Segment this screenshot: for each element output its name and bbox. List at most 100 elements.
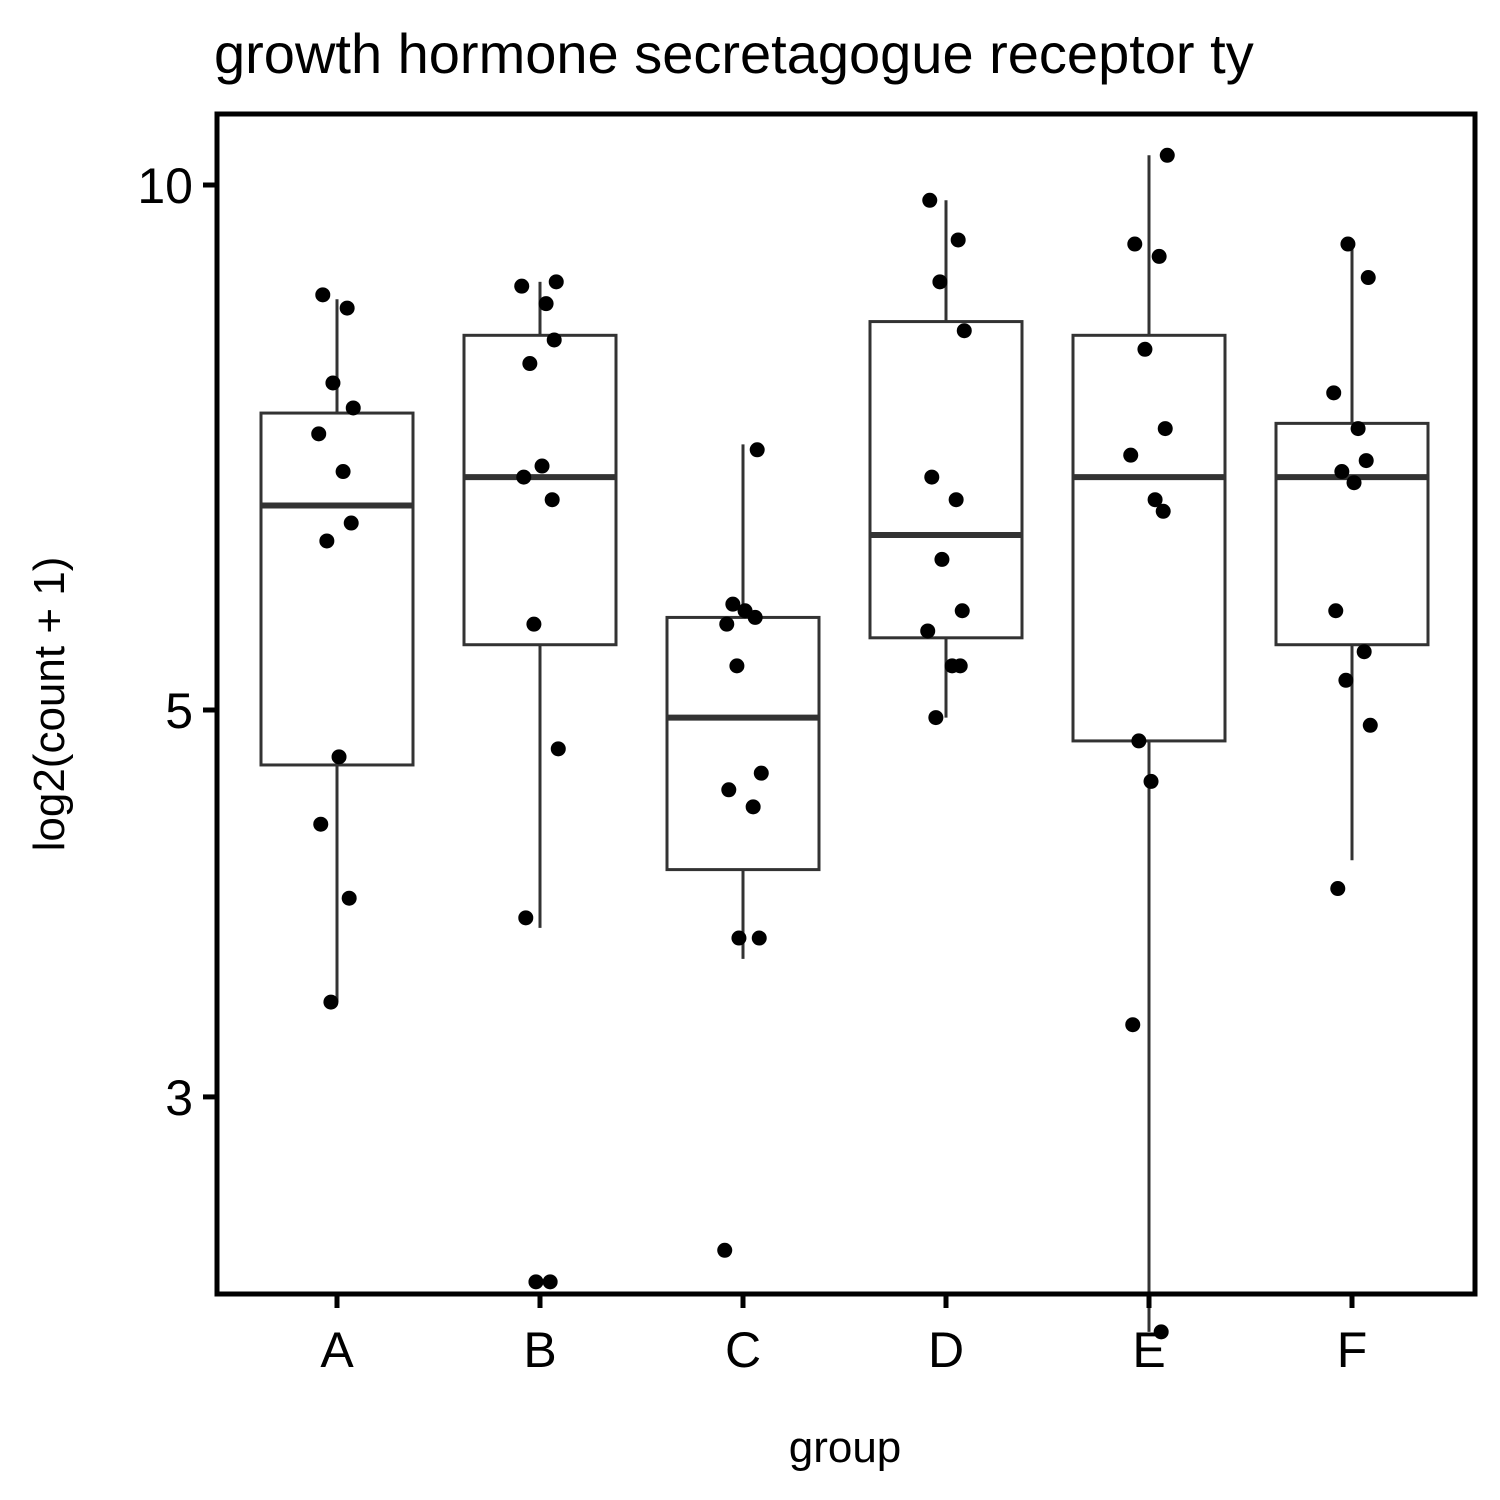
data-point [1125,1017,1141,1033]
box-group-d [868,200,1024,718]
data-point [729,658,745,674]
data-point [1131,733,1147,749]
data-point [341,890,357,906]
data-point [313,816,329,832]
box-group-b [462,281,618,928]
data-point [948,492,964,508]
data-point [518,910,534,926]
y-tick-label: 10 [137,158,193,214]
data-point [345,400,361,416]
data-point [924,469,940,485]
data-point [1123,447,1139,463]
x-tick-label: B [523,1322,556,1378]
box [665,615,821,872]
data-point [1358,453,1374,469]
box-group-a [259,299,415,1003]
data-point [339,300,355,316]
data-point [1346,475,1362,491]
x-axis: A B C D E F [320,1294,1367,1378]
data-point [1362,717,1378,733]
x-tick-label: D [928,1322,964,1378]
box-group-f [1274,244,1430,861]
points-e [1123,147,1175,1340]
data-point [526,616,542,632]
data-point [751,930,767,946]
x-axis-title: group [789,1423,902,1472]
data-point [1151,248,1167,264]
x-tick-label: F [1337,1322,1368,1378]
y-tick-label: 5 [165,683,193,739]
data-point [922,192,938,208]
data-point [1157,421,1173,437]
data-point [1127,236,1143,252]
points-c [717,442,769,1258]
data-point [311,426,327,442]
points-d [920,192,972,726]
data-point [932,274,948,290]
data-point [956,323,972,339]
data-point [546,332,562,348]
x-tick-label: C [725,1322,761,1378]
data-point [725,596,741,612]
data-point [721,782,737,798]
data-point [1143,773,1159,789]
points-a [311,287,361,1010]
box-group-e [1071,155,1227,1332]
data-point [954,603,970,619]
data-point [1338,672,1354,688]
data-point [534,458,550,474]
box-group-c [665,444,821,959]
data-point [928,710,944,726]
data-point [548,274,564,290]
data-point [542,1274,558,1290]
plot-border [214,111,1478,1297]
data-point [319,533,335,549]
y-axis: 3 5 10 [137,158,217,1126]
data-point [920,623,936,639]
data-point [1326,385,1342,401]
data-point [749,442,765,458]
x-tick-label: E [1132,1322,1165,1378]
box [1071,333,1227,743]
data-point [1153,1324,1169,1340]
data-point [1137,341,1153,357]
data-point [516,469,532,485]
data-point [1340,236,1356,252]
data-point [1334,464,1350,480]
points-b [514,274,566,1290]
chart-title: growth hormone secretagogue receptor ty [214,22,1254,85]
data-point [731,930,747,946]
data-point [934,551,950,567]
data-point [335,464,351,480]
data-point [1356,644,1372,660]
box [1274,421,1430,647]
data-point [528,1274,544,1290]
data-point [1147,492,1163,508]
box [868,320,1024,640]
y-tick-label: 3 [165,1070,193,1126]
data-point [950,232,966,248]
data-point [550,741,566,757]
data-point [747,609,763,625]
box [259,411,415,767]
data-point [514,278,530,294]
data-point [753,765,769,781]
data-point [1330,881,1346,897]
data-point [1350,421,1366,437]
box [462,333,618,647]
data-point [1328,603,1344,619]
data-point [544,492,560,508]
data-point [343,515,359,531]
data-point [1155,503,1171,519]
data-point [331,749,347,765]
data-point [952,658,968,674]
data-point [1360,270,1376,286]
data-point [325,375,341,391]
data-point [522,356,538,372]
data-point [1159,147,1175,163]
data-point [323,994,339,1010]
x-tick-label: A [320,1322,354,1378]
data-point [315,287,331,303]
data-point [538,296,554,312]
